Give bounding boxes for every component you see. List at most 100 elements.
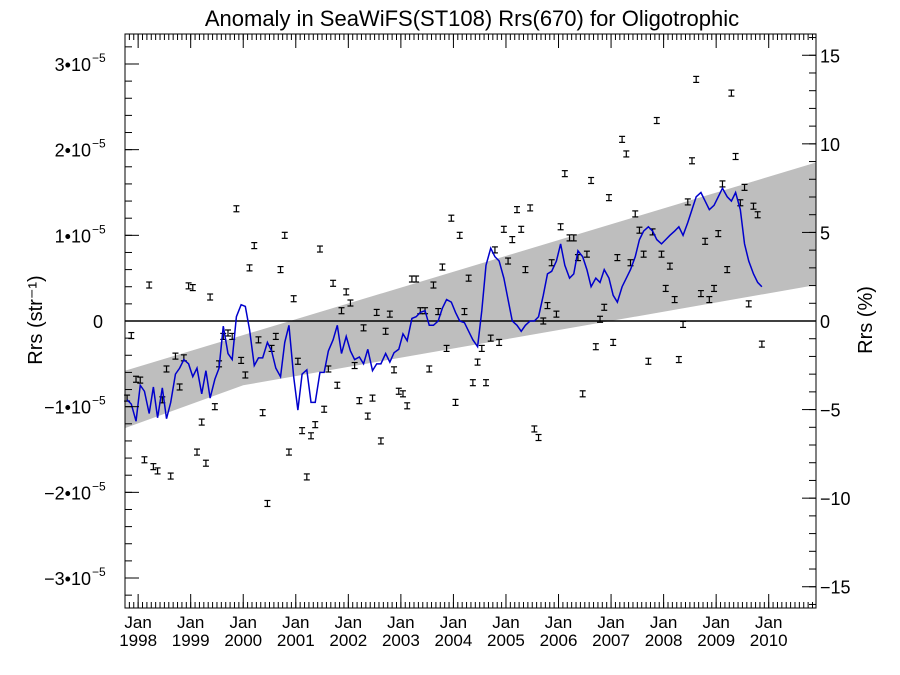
data-point (666, 262, 673, 270)
data-point (531, 425, 538, 433)
x-tick-label-year: 1999 (172, 631, 210, 650)
x-tick-label-year: 2002 (329, 631, 367, 650)
y-right-tick-label: −5 (820, 401, 841, 421)
data-point (382, 327, 389, 335)
data-point (745, 300, 752, 308)
y-left-tick-label: −3•10 (44, 569, 91, 589)
x-tick-label-month: Jan (335, 613, 362, 632)
x-tick-label-year: 2001 (277, 631, 315, 650)
data-point (238, 356, 245, 365)
data-point (316, 245, 323, 253)
x-tick-label-month: Jan (387, 613, 414, 632)
data-point (189, 283, 196, 292)
data-point (478, 344, 485, 353)
data-point (259, 409, 266, 417)
x-tick-label-year: 2004 (435, 631, 473, 650)
data-point (561, 170, 568, 178)
x-tick-label-month: Jan (545, 613, 572, 632)
data-point (347, 299, 354, 307)
y-right-tick-label: −10 (820, 489, 851, 509)
data-point (680, 320, 687, 329)
y-left-tick-label: 2•10 (55, 141, 91, 161)
x-tick-label-year: 2005 (487, 631, 525, 650)
data-point (312, 421, 319, 429)
data-point (193, 448, 200, 456)
y-right-tick-label: 0 (820, 312, 830, 332)
data-point (377, 437, 384, 445)
data-point (456, 231, 463, 239)
data-point (469, 379, 476, 387)
data-point (697, 289, 704, 298)
data-point (264, 499, 271, 508)
data-point (675, 355, 682, 364)
data-point (233, 205, 240, 213)
y-right-tick-label: 10 (820, 135, 840, 155)
data-point (154, 467, 161, 475)
data-point (443, 344, 450, 353)
data-point (321, 405, 328, 413)
data-point (741, 183, 748, 191)
y-left-tick-exponent: −5 (92, 565, 106, 579)
data-point (505, 257, 512, 265)
data-point (645, 357, 652, 365)
data-point (185, 282, 192, 290)
x-tick-label-year: 2007 (592, 631, 630, 650)
data-point (448, 214, 455, 222)
x-tick-label-month: Jan (177, 613, 204, 632)
data-point (338, 307, 345, 315)
data-point (150, 463, 157, 471)
data-point (211, 403, 218, 411)
data-point (277, 265, 284, 274)
data-point (518, 225, 525, 233)
points-layer (124, 75, 765, 508)
y-left-tick-label: −2•10 (44, 483, 91, 503)
data-point (553, 310, 560, 318)
data-point (605, 194, 612, 202)
data-point (369, 394, 376, 402)
data-point (452, 398, 459, 406)
data-point (522, 265, 529, 274)
x-tick-label-year: 1998 (119, 631, 157, 650)
data-point (325, 365, 332, 373)
data-point (544, 301, 551, 310)
data-point (224, 329, 231, 337)
data-point (133, 375, 140, 383)
data-point (758, 340, 765, 348)
data-point (330, 279, 337, 287)
data-point (610, 338, 617, 347)
data-point (711, 284, 718, 293)
y-right-tick-label: −15 (820, 578, 851, 598)
y-left-tick-label: −1•10 (44, 398, 91, 418)
y-left-tick-exponent: −5 (92, 51, 106, 65)
y-left-tick-label: 0 (93, 312, 103, 332)
y-left-tick-exponent: −5 (92, 137, 106, 151)
x-tick-label-year: 2006 (540, 631, 578, 650)
chart-title: Anomaly in SeaWiFS(ST108) Rrs(670) for O… (205, 6, 739, 31)
data-point (202, 459, 209, 467)
smoothed-line (126, 186, 763, 422)
data-point (198, 418, 205, 426)
data-point (386, 310, 393, 318)
data-point (404, 402, 411, 410)
data-point (693, 75, 700, 84)
data-point (688, 157, 695, 165)
data-point (597, 315, 604, 323)
data-point (246, 264, 253, 272)
data-point (299, 427, 306, 435)
data-point (334, 381, 341, 389)
data-point (172, 352, 179, 360)
data-point (640, 250, 647, 258)
data-point (483, 379, 490, 387)
data-point (514, 206, 521, 214)
data-point (601, 303, 608, 311)
data-point (500, 225, 507, 233)
data-point (702, 237, 709, 245)
y-right-tick-label: 5 (820, 223, 830, 243)
x-tick-label-month: Jan (650, 613, 677, 632)
data-point (281, 231, 288, 239)
data-point (509, 236, 516, 244)
data-point (163, 365, 170, 373)
data-point (303, 473, 310, 481)
data-point (579, 390, 586, 398)
